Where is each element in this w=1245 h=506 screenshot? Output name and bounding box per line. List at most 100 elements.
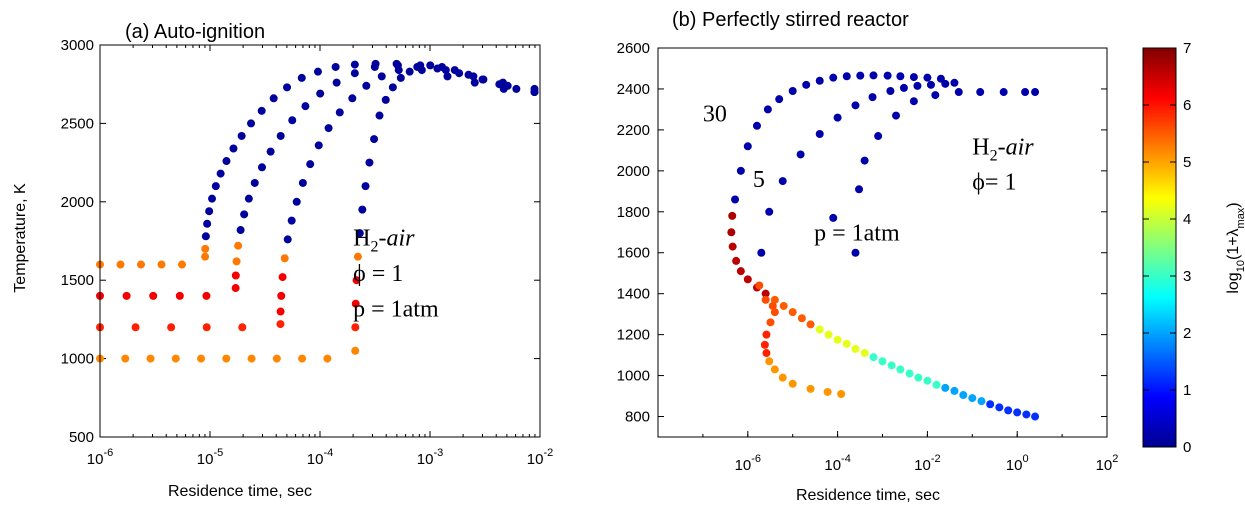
panel-a-data-point [352,276,361,285]
panel-b-data-point [899,83,908,92]
panel-b-data-point [766,318,775,327]
colorbar-tick-label: 5 [1183,154,1191,171]
panel-a-data-point [292,197,301,206]
panel-a-data-point [415,62,424,71]
panel-a-data-point [278,273,287,282]
panel-a-data-point [122,291,131,300]
panel-a-frame [99,44,541,438]
panel-a-annotations: H2-air ϕ = 1 p = 1atm [353,226,439,323]
panel-b-xtick-label: 10-4 [824,453,850,474]
colorbar-gradient [1142,47,1177,448]
panel-a-data-point [201,252,210,261]
panel-b-data-point [886,86,895,95]
colorbar-tick-label: 6 [1183,97,1191,114]
colorbar-tick-label: 2 [1183,325,1191,342]
panel-a-data-point [222,354,231,363]
panel-b-data-point [1013,408,1022,417]
panel-a-ytick-label: 1500 [61,272,94,289]
panel-b-data-point [788,379,797,388]
panel-b-frame [657,47,1108,438]
panel-b-data-point [775,95,784,104]
panel-a-data-point [351,346,360,355]
panel-a-data-point [280,254,289,263]
panel-b-data-point [851,344,860,353]
panel-b-data-point [842,339,851,348]
panel-a-annotation: H2-air [353,226,415,256]
panel-a-data-point [201,232,210,241]
panel-b-data-point [851,101,860,110]
panel-b-data-point [950,386,959,395]
panel-a-data-point [229,144,238,153]
colorbar-tick-label: 4 [1183,211,1191,228]
panel-b-data-point [959,391,968,400]
panel-a-data-point [362,81,371,90]
panel-a-data-point [351,299,360,308]
panel-b-data-point [999,88,1008,97]
panel-b-data-point [778,373,787,382]
panel-a-data-point [137,260,146,269]
panel-a-data-point [149,291,158,300]
colorbar-tick-label: 3 [1183,268,1191,285]
panel-b-data-point [760,340,769,349]
panel-a-data-point [370,62,379,71]
panel-a-data-point [287,216,296,225]
panel-a-data-point [306,160,315,169]
panel-b-data-point [931,91,940,100]
panel-b-data-point [761,295,770,304]
panel-a-data-point [512,84,521,93]
panel-a-data-point [167,323,176,332]
panel-a-data-point [236,226,245,235]
panel-b-data-point [761,289,770,298]
panel-b-data-point [874,132,883,141]
panel-a-ticks: 10-6 10-5 10-4 10-3 10-2 500 1000 1500 2000 2500 3… [61,37,554,468]
panel-a-data-point [121,354,130,363]
panel-b-ticks: 10-6 10-4 10-2 100 102 800 1000 1200 1400 1600 180… [617,40,1119,474]
panel-a-data-point [332,78,341,87]
panel-a-data-point [464,70,473,79]
panel-b-annotations: 30 5 p = 1atm H2-air ϕ= 1 [703,102,1034,247]
panel-b-data-point [1031,88,1040,97]
panel-b-annotation: 5 [753,167,765,193]
panel-a-data-point [323,354,332,363]
panel-a-data-point [288,116,297,125]
panel-a-xtick-label: 10-4 [307,447,333,468]
panel-a-data-point [358,205,367,214]
panel-b-annotation: H2-air [972,134,1034,164]
panel-a-data-point [335,108,344,117]
panel-a-data-point [222,157,231,166]
panel-b-data-point [806,320,815,329]
panel-b-ytick-label: 2200 [617,122,650,139]
panel-b-points [727,71,1040,421]
panel-a-annotation: ϕ = 1 [353,261,403,287]
panel-a-data-point [301,102,310,111]
panel-b-data-point [829,213,838,222]
panel-a-xtick-label: 10-2 [527,447,553,468]
panel-a-data-point [324,124,333,133]
panel-b-data-point [932,380,941,389]
panel-a-data-point [266,147,275,156]
panel-b-data-point [977,397,986,406]
panel-a-data-point [257,163,266,172]
panel-b-data-point [788,86,797,95]
panel-a-data-point [276,307,285,316]
panel-b-data-point [1004,406,1013,415]
panel-b-annotation: p = 1atm [814,220,900,246]
panel-b-data-point [986,400,995,409]
colorbar-tick-label: 1 [1183,382,1191,399]
panel-a-data-point [350,69,359,78]
panel-b-data-point [968,394,977,403]
panel-a-data-point [211,182,220,191]
panel-a-data-point [392,59,401,68]
panel-a-data-point [495,80,504,89]
panel-a-data-point [361,182,370,191]
panel-a-data-point [503,81,512,90]
panel-b-title: (b) Perfectly stirred reactor [672,9,909,31]
panel-b-data-point [892,111,901,120]
panel-a-data-point [375,111,384,120]
panel-b-data-point [842,72,851,81]
panel-a-data-point [298,354,307,363]
panel-b-data-point [762,349,771,358]
panel-b-data-point [909,73,918,82]
panel-b-data-point [770,365,779,374]
